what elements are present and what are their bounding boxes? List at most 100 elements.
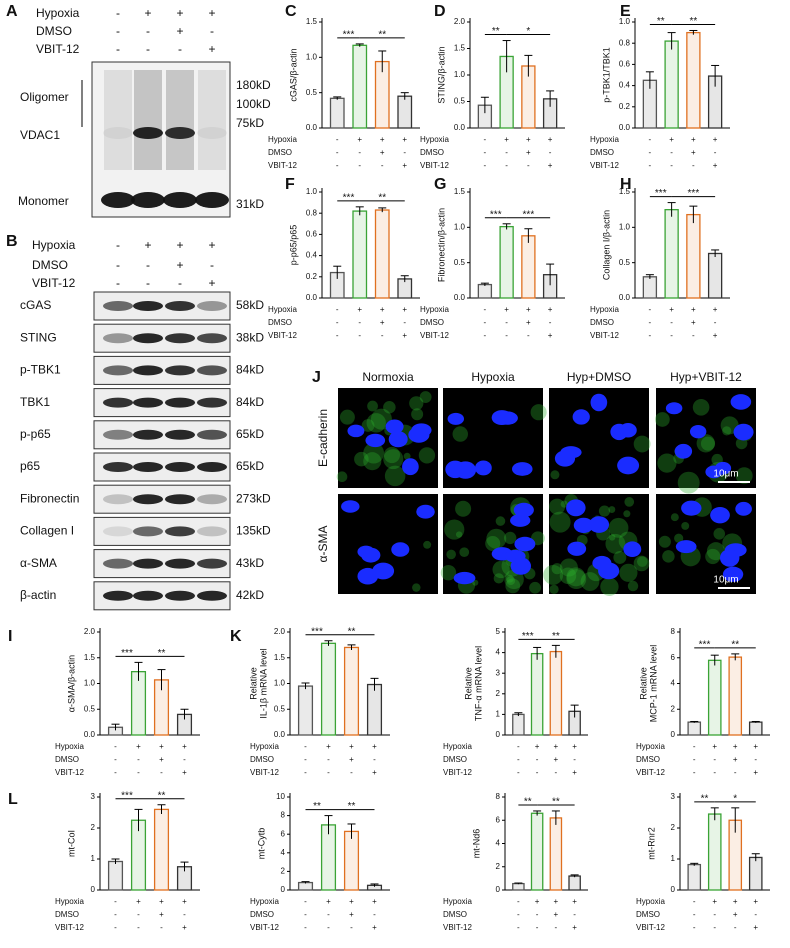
stain (366, 413, 386, 433)
condition-sign: - (693, 923, 696, 932)
condition-sign: + (572, 742, 577, 751)
nucleus (475, 460, 492, 476)
condition-sign: - (505, 331, 508, 340)
stain (613, 551, 627, 564)
significance-label: ** (552, 631, 560, 642)
condition-label: Hypoxia (590, 135, 619, 144)
y-tick-label: 0.0 (454, 293, 466, 302)
blot-band (103, 494, 133, 505)
bar (748, 721, 763, 736)
condition-sign: + (372, 742, 377, 751)
panel-letter: A (6, 3, 18, 20)
condition-sign: + (176, 6, 183, 20)
blot-smear (198, 70, 226, 170)
condition-sign: - (381, 161, 384, 170)
y-axis-label: mt-Nd6 (471, 829, 481, 859)
condition-label: Hypoxia (268, 305, 297, 314)
condition-label: VBIT-12 (32, 276, 76, 290)
condition-sign: - (692, 161, 695, 170)
condition-label: VBIT-12 (636, 768, 665, 777)
stain (383, 449, 404, 470)
condition-sign: + (554, 742, 559, 751)
condition-sign: - (713, 768, 716, 777)
y-tick-label: 8 (671, 627, 676, 636)
stain (383, 400, 396, 414)
bar (707, 659, 722, 736)
stain (549, 511, 571, 533)
bar (707, 813, 722, 891)
y-tick-label: 1.0 (274, 679, 286, 688)
blot-smear (104, 70, 132, 170)
bar (477, 283, 493, 299)
blot-band (165, 397, 195, 408)
nucleus (722, 566, 744, 582)
mw-label: 65kD (236, 459, 264, 473)
y-tick-label: 1.0 (84, 679, 96, 688)
condition-label: DMSO (36, 24, 72, 38)
nucleus (675, 540, 697, 554)
condition-sign: + (713, 305, 718, 314)
condition-sign: - (178, 42, 182, 56)
nucleus (710, 506, 730, 524)
nucleus (735, 501, 752, 516)
condition-sign: + (535, 742, 540, 751)
stain (459, 547, 470, 558)
condition-label: Hypoxia (55, 897, 84, 906)
condition-sign: + (526, 305, 531, 314)
condition-sign: - (670, 318, 673, 327)
condition-sign: - (649, 148, 652, 157)
stain (403, 452, 411, 460)
y-axis-label: Relative (248, 667, 258, 700)
condition-sign: + (402, 305, 407, 314)
mw-label: 31kD (236, 197, 264, 211)
blot-smear (166, 70, 194, 170)
stain (735, 437, 748, 450)
condition-label: DMSO (590, 318, 614, 327)
bar (521, 235, 536, 299)
condition-label: VBIT-12 (443, 923, 472, 932)
panel-letter: G (434, 176, 446, 193)
condition-sign: + (326, 742, 331, 751)
condition-sign: - (693, 768, 696, 777)
y-tick-label: 0.0 (274, 730, 286, 739)
significance-label: *** (121, 648, 133, 659)
mw-label: 75kD (236, 116, 264, 130)
stain (412, 583, 421, 592)
condition-sign: + (554, 910, 559, 919)
condition-sign: - (714, 148, 717, 157)
condition-sign: - (555, 768, 558, 777)
condition-sign: + (733, 742, 738, 751)
blot-band (133, 526, 163, 537)
y-tick-label: 0.0 (84, 730, 96, 739)
bar (686, 213, 701, 299)
bar (499, 225, 514, 299)
y-tick-label: 0.8 (306, 208, 318, 217)
condition-sign: - (116, 6, 120, 20)
condition-label: VBIT-12 (250, 923, 279, 932)
condition-sign: - (327, 755, 330, 764)
y-tick-label: 6 (281, 829, 286, 838)
condition-sign: - (146, 258, 150, 272)
stain (549, 584, 559, 595)
condition-sign: + (159, 897, 164, 906)
condition-sign: - (304, 755, 307, 764)
stain (409, 396, 424, 411)
condition-sign: - (754, 755, 757, 764)
stain (608, 534, 616, 541)
stain (566, 567, 586, 587)
condition-sign: - (713, 923, 716, 932)
stain (580, 572, 600, 591)
y-tick-label: 0 (281, 885, 286, 894)
mw-label: 135kD (236, 524, 271, 538)
y-tick-label: 0.0 (454, 123, 466, 132)
condition-sign: - (336, 161, 339, 170)
y-axis-label: cGAS/β-actin (288, 48, 298, 101)
condition-sign: - (350, 768, 353, 777)
protein-label: p65 (20, 459, 40, 473)
nucleus (689, 424, 707, 439)
band-label: VDAC1 (20, 128, 60, 142)
y-tick-label: 2 (496, 862, 501, 871)
nucleus (572, 409, 590, 425)
condition-label: VBIT-12 (268, 331, 297, 340)
condition-sign: - (116, 42, 120, 56)
